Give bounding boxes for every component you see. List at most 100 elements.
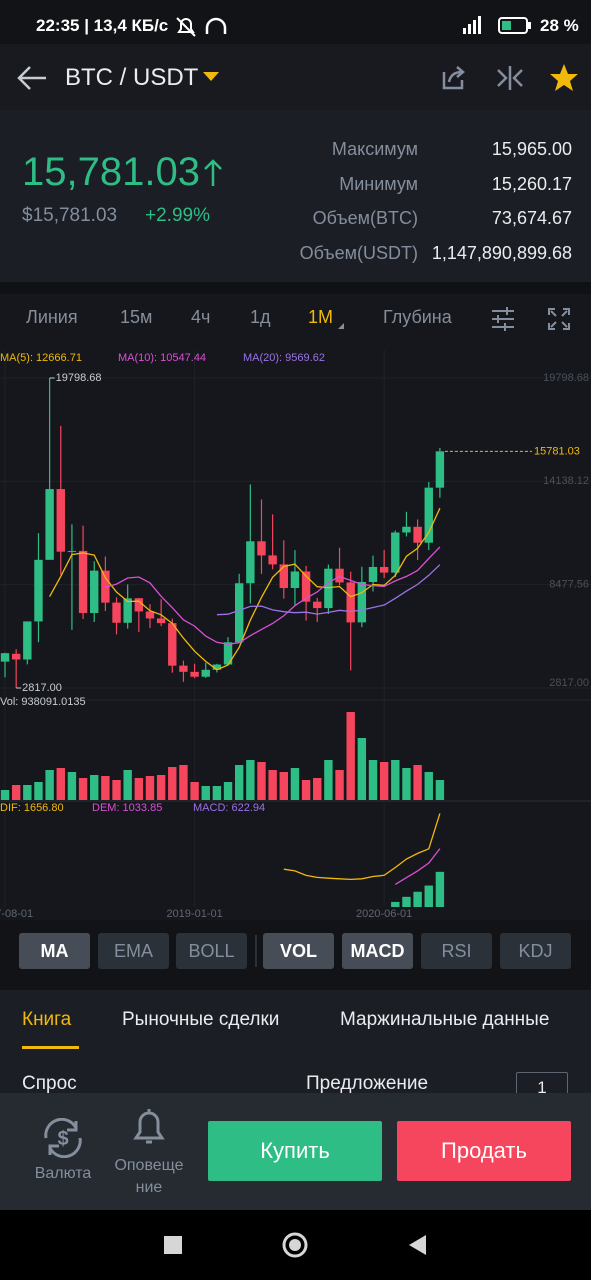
candle-body [67,550,77,552]
indicator-button[interactable]: MACD [342,933,413,969]
candle-body [78,550,88,614]
compare-button[interactable] [496,64,524,92]
dem-line [394,848,441,885]
volume-bar [357,737,367,800]
candle-body [56,489,65,552]
volume-bar [23,784,32,800]
volume-bar [279,771,288,800]
candle-body [134,598,144,612]
book-panel [0,990,591,1093]
timeframe-corner [338,323,344,329]
volume-bar [145,775,155,800]
indicator-button[interactable]: KDJ [500,933,571,969]
indicator-button[interactable]: BOLL [176,933,247,969]
volume-bar [112,779,121,800]
stat-label: Максимум [331,139,418,159]
volume-bar [257,761,266,800]
candle-body [212,664,222,670]
volume-bar [67,771,77,800]
favorite-button[interactable] [548,62,580,94]
volume-bar [45,769,54,800]
alerts-icon[interactable] [131,1106,167,1146]
extreme-label: 19798.68 [56,372,102,384]
volume-bar [101,775,110,800]
ma-line [49,507,441,671]
timeframe-tab[interactable]: Линия [26,307,78,327]
currency-icon[interactable]: $ [38,1118,88,1158]
status-bar [0,0,591,44]
indicator-button[interactable]: RSI [421,933,492,969]
candle-body [23,621,32,660]
status-signal-battery [463,16,531,34]
candle-body [168,623,177,666]
candle-body [45,489,54,560]
timeframe-tab[interactable]: 4ч [191,307,211,327]
candle-body [112,602,121,623]
candle-body [268,555,277,565]
share-button[interactable] [440,64,468,92]
volume-bar [335,769,344,800]
buy-button[interactable]: Купить [208,1121,382,1181]
sell-button[interactable]: Продать [397,1121,571,1181]
legend-entry: MA(20): 9569.62 [243,352,325,364]
book-tab[interactable]: Рыночные сделки [122,1009,280,1030]
timeframe-tab[interactable]: Глубина [383,307,452,327]
candle-body [234,583,244,643]
chart-panel [0,294,591,920]
book-tab[interactable]: Маржинальные данные [340,1009,550,1030]
price-change: +2.99% [145,205,210,226]
candle-body [156,618,166,624]
volume-bar [391,759,400,800]
macd-bar [402,896,411,907]
volume-bar [368,759,378,800]
pair-dropdown[interactable] [202,71,220,83]
volume-bar [156,774,166,800]
nav-buttons[interactable] [150,1225,450,1265]
book-tab[interactable]: Книга [22,1009,72,1030]
volume-bar [413,764,422,800]
volume-bar [134,777,144,800]
volume-bar [379,761,389,800]
candle-body [402,526,411,533]
indicator-button[interactable]: EMA [98,933,169,969]
candle-body [391,532,400,573]
candle-body [201,669,210,677]
volume-bar [234,764,244,800]
candle-body [246,541,255,584]
timeframe-tab[interactable]: 1д [250,307,271,327]
candle-body [335,568,344,583]
indicator-button[interactable]: VOL [263,933,334,969]
candle-body [11,653,21,660]
volume-bar [301,779,311,800]
volume-bar [201,785,210,800]
indicator-button[interactable]: MA [19,933,90,969]
stat-label: Минимум [339,173,418,194]
fullscreen-button[interactable] [548,308,570,330]
stat-value: 1,147,890,899.68 [431,242,572,263]
volume-bar [34,781,43,800]
price-up-arrow [204,159,222,186]
candle-body [223,642,233,665]
currency-label[interactable]: Валюта [34,1165,92,1182]
volume-bar [123,769,132,800]
candle-body [290,571,300,589]
separator [0,282,591,294]
volume-bar [290,767,300,800]
stat-label: Объем(USDT) [299,242,418,263]
macd-bar [435,871,445,907]
candle-body [379,566,389,573]
pair-title[interactable]: BTC / USDT [65,64,199,91]
back-button[interactable] [16,64,48,92]
volume-bar [346,711,355,800]
settings-button[interactable] [490,306,516,332]
volume-bar [190,781,199,800]
candle-body [424,487,433,543]
timeframe-tab[interactable]: 1M [308,307,334,327]
macd-legend: MACD: 622.94 [193,802,265,814]
alerts-label[interactable]: Оповещение [114,1157,184,1196]
status-icons [176,17,227,37]
volume-bar [246,759,255,800]
tab-underline [22,1046,79,1049]
timeframe-tab[interactable]: 15м [120,307,153,327]
ma-line [216,564,441,616]
